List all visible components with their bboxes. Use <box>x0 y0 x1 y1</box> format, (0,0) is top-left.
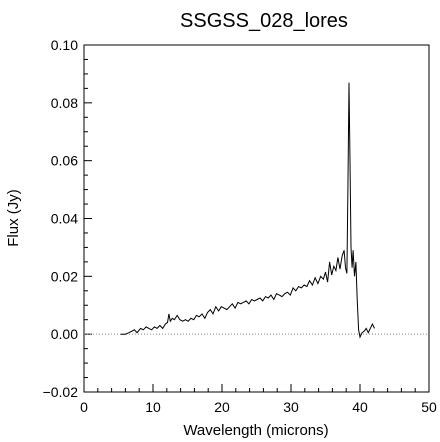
x-tick-label: 10 <box>145 399 161 415</box>
y-tick-label: 0.08 <box>51 95 78 111</box>
x-tick-label: 20 <box>214 399 230 415</box>
x-tick-label: 50 <box>421 399 437 415</box>
y-tick-label: −0.02 <box>43 384 79 400</box>
x-axis-label: Wavelength (microns) <box>183 422 328 439</box>
y-tick-label: 0.06 <box>51 153 78 169</box>
x-tick-label: 0 <box>80 399 88 415</box>
y-axis-label: Flux (Jy) <box>5 189 22 247</box>
x-tick-label: 40 <box>352 399 368 415</box>
plot-frame <box>83 44 430 393</box>
x-tick-label: 30 <box>283 399 299 415</box>
series-line <box>120 82 375 339</box>
y-tick-label: 0.04 <box>51 211 78 227</box>
y-axis-ticks: −0.02 0.00 0.02 0.04 0.06 0.08 0.10 <box>43 37 92 400</box>
chart-title: SSGSS_028_lores <box>180 10 348 32</box>
y-tick-label: 0.10 <box>51 37 78 53</box>
y-tick-label: 0.00 <box>51 326 78 342</box>
y-tick-label: 0.02 <box>51 268 78 284</box>
x-axis-ticks: 0 10 20 30 40 50 <box>80 384 437 415</box>
